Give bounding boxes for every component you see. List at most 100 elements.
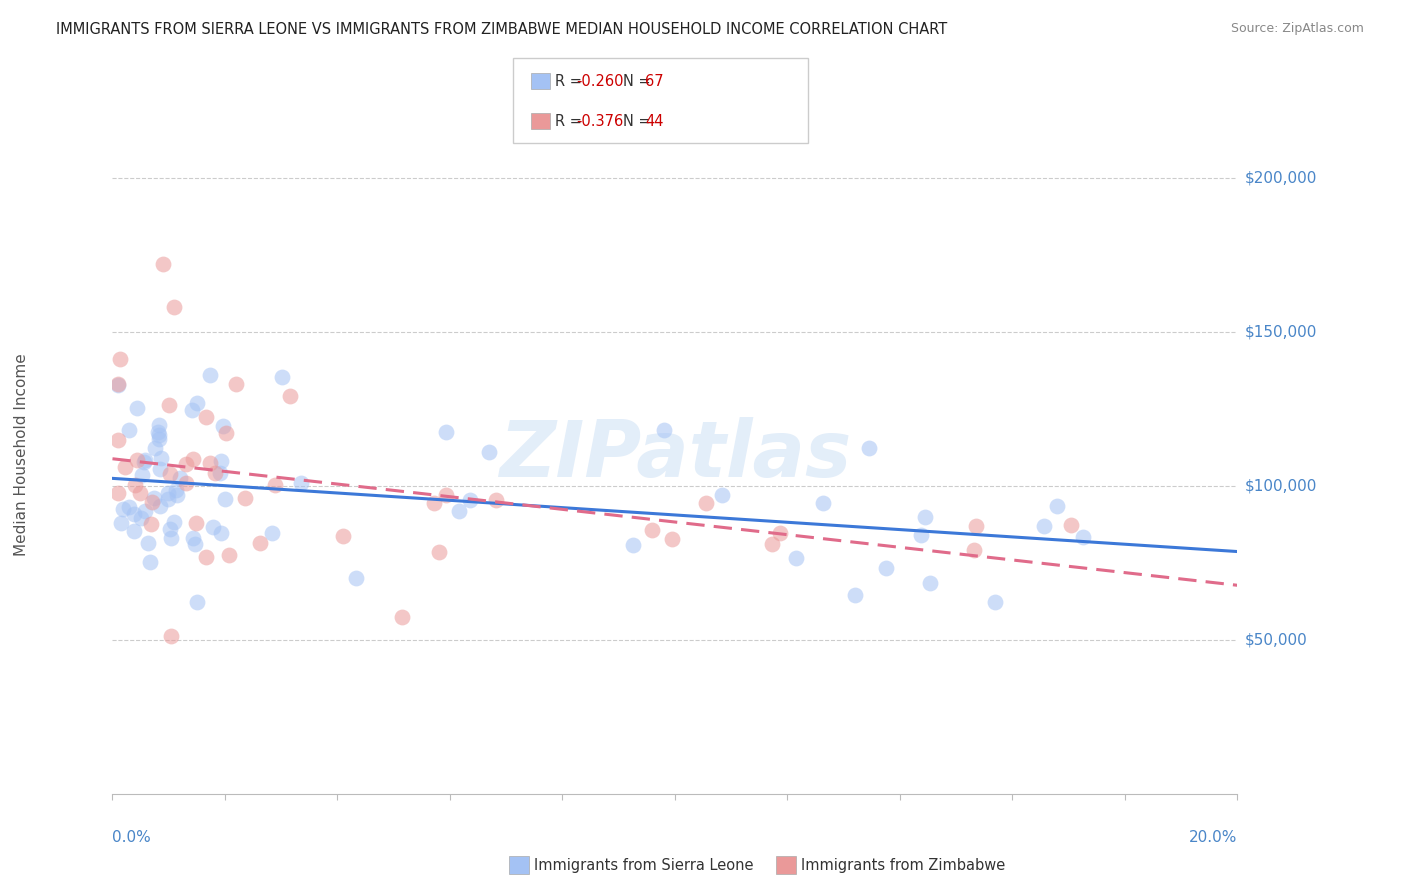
Point xyxy=(427,544,450,558)
Point xyxy=(125,401,148,415)
Point xyxy=(344,571,367,585)
Text: 44: 44 xyxy=(645,114,664,128)
Point xyxy=(264,477,287,491)
Point xyxy=(208,467,231,481)
Point xyxy=(149,500,172,514)
Point xyxy=(215,425,238,440)
Text: $100,000: $100,000 xyxy=(1244,478,1316,493)
Point xyxy=(225,377,247,392)
Point xyxy=(146,425,169,439)
Point xyxy=(110,352,132,367)
Point xyxy=(143,442,166,456)
Point xyxy=(984,595,1007,609)
Point xyxy=(920,576,942,591)
Point xyxy=(249,536,271,550)
Point xyxy=(169,471,191,485)
Point xyxy=(141,495,163,509)
Point xyxy=(148,417,170,432)
Point xyxy=(910,528,932,542)
Point xyxy=(391,610,413,624)
Point xyxy=(181,403,204,417)
Point xyxy=(198,368,221,383)
Point xyxy=(211,419,233,434)
Point xyxy=(184,536,207,550)
Text: ZIPatlas: ZIPatlas xyxy=(499,417,851,493)
Point xyxy=(118,423,141,437)
Point xyxy=(449,504,471,518)
Point xyxy=(157,486,180,500)
Point xyxy=(129,485,152,500)
Point xyxy=(114,459,136,474)
Text: -0.260: -0.260 xyxy=(576,74,624,88)
Point xyxy=(844,588,866,602)
Point xyxy=(233,491,256,505)
Point xyxy=(200,456,222,470)
Point xyxy=(1060,517,1083,532)
Point xyxy=(434,425,457,439)
Text: -0.376: -0.376 xyxy=(576,114,624,128)
Point xyxy=(214,491,236,506)
Point xyxy=(811,495,834,509)
Point xyxy=(122,524,145,539)
Point xyxy=(150,450,173,465)
Point xyxy=(218,548,240,562)
Point xyxy=(156,491,179,506)
Point xyxy=(209,526,232,541)
Text: 67: 67 xyxy=(645,74,664,88)
Point xyxy=(148,432,170,446)
Point xyxy=(186,395,208,409)
Point xyxy=(436,488,458,502)
Point xyxy=(107,434,129,448)
Text: $200,000: $200,000 xyxy=(1244,170,1316,185)
Point xyxy=(111,501,134,516)
Point xyxy=(160,629,183,643)
Point xyxy=(160,532,183,546)
Text: N =: N = xyxy=(623,74,655,88)
Point xyxy=(271,369,294,384)
Point xyxy=(278,389,301,403)
Point xyxy=(262,526,284,541)
Point xyxy=(132,454,155,468)
Point xyxy=(176,475,198,490)
Text: IMMIGRANTS FROM SIERRA LEONE VS IMMIGRANTS FROM ZIMBABWE MEDIAN HOUSEHOLD INCOME: IMMIGRANTS FROM SIERRA LEONE VS IMMIGRAN… xyxy=(56,22,948,37)
Point xyxy=(209,454,232,468)
Text: R =: R = xyxy=(555,114,586,128)
Point xyxy=(152,257,174,271)
Point xyxy=(621,538,644,552)
Text: 20.0%: 20.0% xyxy=(1189,830,1237,845)
Point xyxy=(134,453,156,467)
Point xyxy=(124,508,146,522)
Point xyxy=(181,452,204,467)
Text: Immigrants from Sierra Leone: Immigrants from Sierra Leone xyxy=(534,858,754,872)
Point xyxy=(159,522,181,536)
Point xyxy=(478,444,501,458)
Point xyxy=(127,453,149,467)
Text: N =: N = xyxy=(623,114,655,128)
Point xyxy=(174,457,197,471)
Point xyxy=(769,526,792,541)
Point xyxy=(136,536,159,550)
Point xyxy=(163,300,186,314)
Point xyxy=(711,488,734,502)
Point xyxy=(785,551,807,566)
Point xyxy=(107,377,129,392)
Point xyxy=(107,486,129,500)
Point xyxy=(962,542,984,557)
Point xyxy=(641,524,664,538)
Point xyxy=(761,537,783,551)
Point xyxy=(143,491,166,505)
Point xyxy=(129,510,152,524)
Point xyxy=(652,423,675,437)
Point xyxy=(148,428,170,442)
Text: Median Household Income: Median Household Income xyxy=(14,353,28,557)
Point xyxy=(202,520,225,534)
Text: Source: ZipAtlas.com: Source: ZipAtlas.com xyxy=(1230,22,1364,36)
Point xyxy=(914,509,936,524)
Point xyxy=(695,496,717,510)
Point xyxy=(157,398,180,412)
Point xyxy=(195,549,218,564)
Point xyxy=(139,555,162,569)
Point xyxy=(184,516,207,530)
Point xyxy=(141,517,163,532)
Text: $50,000: $50,000 xyxy=(1244,632,1308,648)
